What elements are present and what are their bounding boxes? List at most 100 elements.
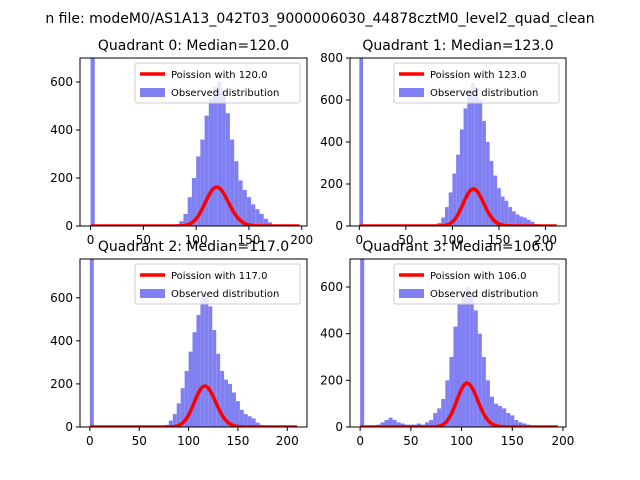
hist-bar <box>478 100 483 226</box>
hist-bar <box>392 420 397 427</box>
plot-area <box>89 259 298 427</box>
hist-bar <box>200 297 205 427</box>
hist-bar <box>441 399 446 427</box>
y-tick-label: 600 <box>50 291 73 305</box>
hist-bar <box>172 414 177 427</box>
hist-bar <box>251 204 256 226</box>
hist-bar <box>437 408 442 427</box>
hist-bar <box>239 409 244 427</box>
panel-quadrant-0: 0 50 100 150 200 0 200 400 600 Quadrant 0: Median… <box>50 38 313 247</box>
x-tick-label: 100 <box>450 434 473 448</box>
hist-bar <box>498 406 503 427</box>
hist-bar <box>229 139 235 226</box>
hist-bar <box>183 214 188 226</box>
hist-bar <box>89 259 94 427</box>
legend-poisson-label: Poission with 120.0 <box>171 70 267 81</box>
y-tick-label: 0 <box>335 420 343 434</box>
x-tick-label: 50 <box>132 434 147 448</box>
y-tick-label: 200 <box>320 373 343 387</box>
hist-bar <box>243 414 248 427</box>
plot-area <box>90 58 300 226</box>
legend-poisson-label: Poission with 106.0 <box>430 271 526 282</box>
hist-bar <box>224 379 229 427</box>
legend: Poission with 106.0 Observed distribution <box>393 263 560 305</box>
x-tick-label: 50 <box>136 233 151 247</box>
y-tick-label: 200 <box>50 377 73 391</box>
x-tick-label: 200 <box>290 233 313 247</box>
hist-bar <box>242 190 247 226</box>
hist-bar <box>526 219 531 226</box>
hist-bar <box>494 403 499 427</box>
hist-bar <box>461 291 466 427</box>
poisson-curve <box>360 381 558 427</box>
legend: Poission with 123.0 Observed distribution <box>393 62 560 104</box>
panel-title: Quadrant 2: Median=117.0 <box>98 239 289 255</box>
hist-bar <box>247 416 252 427</box>
hist-bar <box>267 222 273 226</box>
figure-suptitle: n file: modeM0/AS1A13_042T03_9000006030_… <box>45 11 594 27</box>
hist-bar <box>510 415 515 427</box>
poisson-curve <box>359 187 557 226</box>
legend-hist-swatch <box>399 88 424 97</box>
x-tick-label: 0 <box>355 233 363 247</box>
hist-bar <box>234 161 239 226</box>
hist-bar <box>519 216 524 226</box>
hist-bar <box>251 418 256 427</box>
legend-hist-swatch <box>399 289 424 298</box>
legend-hist-label: Observed distribution <box>430 289 538 300</box>
hist-bar <box>452 173 457 226</box>
x-tick-label: 100 <box>177 434 200 448</box>
hist-bar <box>384 420 389 427</box>
hist-bar <box>263 218 268 226</box>
hist-bar <box>204 115 209 226</box>
hist-bar <box>388 417 393 427</box>
hist-bar <box>456 154 460 226</box>
hist-bar <box>463 108 468 226</box>
y-tick-label: 0 <box>335 219 343 233</box>
hist-bar <box>449 357 454 427</box>
legend-hist-swatch <box>140 88 165 97</box>
panel-quadrant-1: 0 50 100 150 200 0 200 400 600 800 Quadrant 1: Med… <box>320 38 567 247</box>
hist-bar <box>497 188 501 226</box>
hist-bar <box>530 221 535 226</box>
hist-bar <box>208 98 214 226</box>
legend-hist-label: Observed distribution <box>430 88 538 99</box>
hist-bar <box>180 388 185 427</box>
hist-bar <box>221 91 226 226</box>
legend-hist-label: Observed distribution <box>171 289 279 300</box>
hist-bar <box>504 200 509 226</box>
x-tick-label: 150 <box>501 434 524 448</box>
hist-bar <box>502 408 507 427</box>
hist-bar <box>216 353 221 427</box>
hist-bar <box>471 83 475 226</box>
hist-bar <box>485 142 490 226</box>
x-tick-label: 150 <box>488 233 511 247</box>
hist-bar <box>474 87 479 226</box>
legend-box <box>393 62 560 104</box>
hist-bar <box>485 380 490 427</box>
hist-bar <box>518 422 523 427</box>
hist-bar <box>360 259 365 427</box>
hist-bar <box>425 422 430 427</box>
plot-area <box>359 58 557 226</box>
hist-bar <box>191 178 197 226</box>
hist-bar <box>220 371 225 427</box>
hist-bar <box>433 413 438 427</box>
hist-bar <box>196 315 201 427</box>
x-tick-label: 50 <box>398 233 413 247</box>
hist-bar <box>90 58 95 226</box>
hist-bar <box>453 326 458 427</box>
legend-box <box>393 263 560 305</box>
legend: Poission with 117.0 Observed distribution <box>134 263 301 305</box>
panel-title: Quadrant 0: Median=120.0 <box>98 38 289 54</box>
hist-bar <box>212 330 217 427</box>
legend-hist-swatch <box>140 289 165 298</box>
hist-bar <box>500 196 505 226</box>
hist-bar <box>489 160 494 226</box>
x-tick-label: 0 <box>356 434 364 448</box>
hist-bar <box>489 396 494 427</box>
x-tick-label: 200 <box>534 233 557 247</box>
hist-bar <box>445 380 450 427</box>
hist-bar <box>255 422 260 427</box>
hist-bar <box>429 420 434 427</box>
